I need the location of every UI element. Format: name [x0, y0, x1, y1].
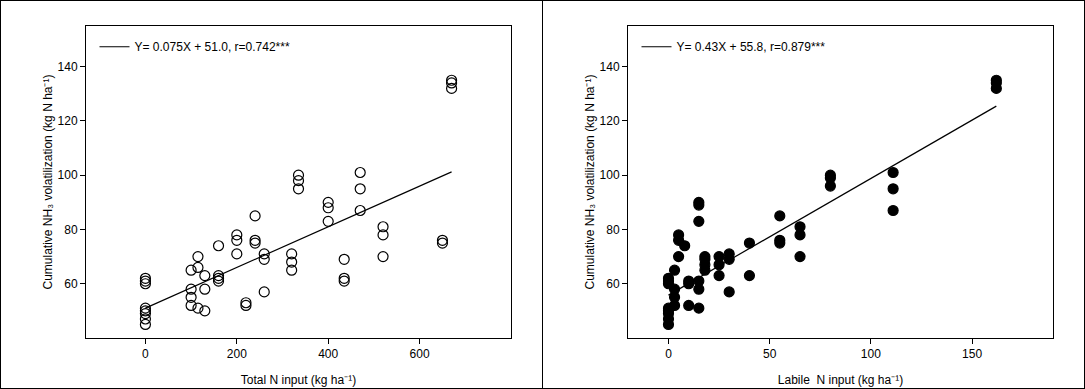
svg-text:100: 100 — [861, 347, 881, 361]
svg-text:120: 120 — [58, 114, 78, 128]
svg-text:60: 60 — [606, 277, 620, 291]
svg-text:400: 400 — [318, 347, 338, 361]
svg-text:140: 140 — [58, 60, 78, 74]
svg-text:Cumulative NH₃ volatilization: Cumulative NH₃ volatilization (kg N ha⁻¹… — [41, 75, 55, 290]
svg-text:100: 100 — [58, 168, 78, 182]
svg-text:60: 60 — [64, 277, 78, 291]
svg-text:0: 0 — [665, 347, 672, 361]
svg-text:50: 50 — [763, 347, 777, 361]
svg-text:140: 140 — [600, 60, 620, 74]
svg-text:0: 0 — [142, 347, 149, 361]
svg-text:200: 200 — [227, 347, 247, 361]
svg-text:Labile N input (kg ha⁻¹): Labile N input (kg ha⁻¹) — [778, 373, 903, 387]
svg-text:Total N input (kg ha⁻¹): Total N input (kg ha⁻¹) — [241, 373, 356, 387]
svg-text:Y= 0.075X + 51.0, r=0.742***: Y= 0.075X + 51.0, r=0.742*** — [135, 40, 290, 54]
svg-text:Cumulative NH₃ volatilization: Cumulative NH₃ volatilization (kg N ha⁻¹… — [583, 75, 597, 290]
svg-text:120: 120 — [600, 114, 620, 128]
svg-text:600: 600 — [410, 347, 430, 361]
svg-text:150: 150 — [962, 347, 982, 361]
svg-text:Y= 0.43X + 55.8, r=0.879***: Y= 0.43X + 55.8, r=0.879*** — [677, 40, 826, 54]
svg-text:80: 80 — [606, 223, 620, 237]
svg-text:100: 100 — [600, 168, 620, 182]
svg-text:80: 80 — [64, 223, 78, 237]
